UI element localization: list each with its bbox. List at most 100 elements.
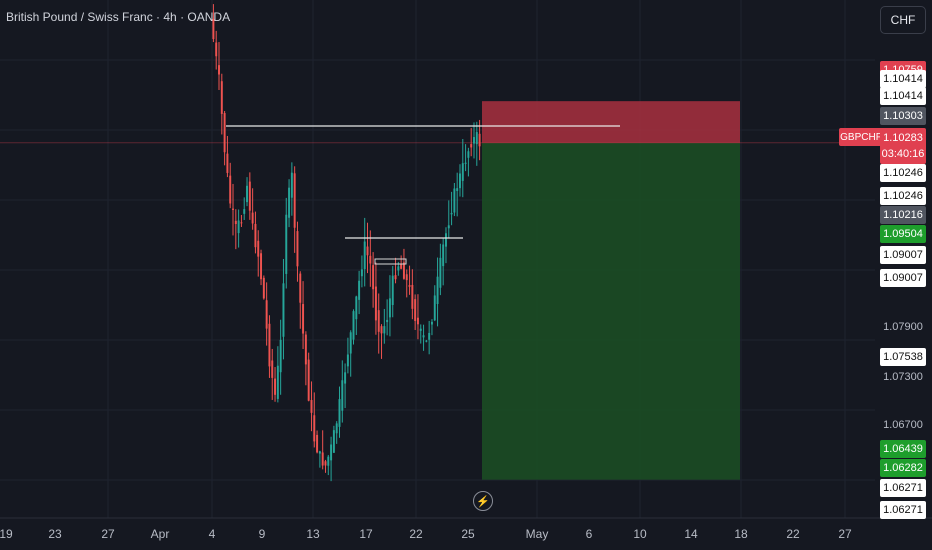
- time-axis-label: 25: [461, 527, 475, 541]
- candle-body: [293, 173, 296, 228]
- price-tag: 1.09007: [880, 269, 926, 287]
- candle-body: [369, 255, 372, 264]
- price-tag: 1.06271: [880, 501, 926, 519]
- candle-body: [321, 452, 324, 466]
- candle-body: [318, 451, 321, 454]
- time-axis-label: 27: [101, 527, 115, 541]
- candle-body: [473, 137, 475, 144]
- candle-body: [288, 187, 291, 218]
- candle-body: [450, 212, 453, 215]
- time-axis-label: 22: [786, 527, 800, 541]
- candle-body: [299, 273, 302, 303]
- time-axis-label: 22: [409, 527, 423, 541]
- candle-body: [262, 277, 265, 299]
- candle-body: [419, 328, 422, 331]
- candle-body: [464, 162, 467, 164]
- candle-body: [324, 461, 327, 466]
- stop-loss-zone: [482, 101, 740, 143]
- time-axis-label: 27: [838, 527, 852, 541]
- price-tag: 1.09007: [880, 246, 926, 264]
- candle-body: [215, 42, 218, 57]
- candle-body: [439, 257, 442, 288]
- currency-button[interactable]: CHF: [880, 6, 926, 34]
- time-axis-label: 17: [359, 527, 373, 541]
- candle-body: [428, 332, 431, 340]
- candle-body: [470, 144, 473, 148]
- candle-body: [447, 225, 450, 229]
- candle-body: [433, 295, 436, 321]
- price-axis-label: 1.07900: [883, 321, 923, 333]
- price-axis-label: 1.06700: [883, 419, 923, 431]
- price-tag: 1.10414: [880, 87, 926, 105]
- candle-body: [402, 262, 405, 279]
- candle-body: [453, 188, 456, 213]
- candle-body: [243, 209, 246, 214]
- price-tag: 1.06271: [880, 479, 926, 497]
- candle-body: [405, 274, 408, 281]
- candle-body: [276, 365, 279, 399]
- price-tag: 1.10303: [880, 107, 926, 125]
- candle-body: [400, 263, 403, 269]
- lightning-icon[interactable]: ⚡: [473, 491, 493, 511]
- time-axis-label: 4: [208, 527, 216, 541]
- candle-body: [459, 173, 461, 189]
- candle-body: [271, 360, 274, 378]
- candle-body: [229, 175, 232, 204]
- time-axis-label: 6: [585, 527, 593, 541]
- candle-body: [461, 163, 464, 181]
- candle-body: [341, 380, 344, 411]
- current-price-tag: 1.10283 03:40:16: [880, 128, 926, 164]
- candle-body: [234, 220, 237, 225]
- price-tag: 1.10414: [880, 70, 926, 88]
- time-axis-label: 18: [734, 527, 748, 541]
- candle-body: [422, 335, 425, 338]
- candle-body: [296, 231, 299, 267]
- candle-body: [265, 300, 268, 329]
- candle-body: [332, 430, 335, 453]
- candle-body: [411, 284, 414, 309]
- candle-body: [436, 276, 439, 304]
- candle-body: [360, 269, 363, 277]
- candle-body: [380, 326, 383, 334]
- candle-body: [304, 334, 307, 365]
- symbol-tag: GBPCHF: [839, 128, 883, 146]
- candle-body: [352, 311, 355, 340]
- time-axis-label: May: [525, 527, 549, 541]
- price-tag: 1.07538: [880, 348, 926, 366]
- candle-body: [257, 240, 260, 257]
- candle-body: [279, 339, 282, 373]
- price-tag: 1.06282: [880, 459, 926, 477]
- candle-body: [223, 113, 226, 153]
- candle-body: [377, 310, 380, 332]
- candle-body: [330, 444, 333, 461]
- time-axis-label: Apr: [150, 527, 170, 541]
- candle-body: [372, 265, 375, 290]
- candle-body: [444, 233, 447, 247]
- candle-body: [408, 285, 411, 287]
- candle-body: [218, 65, 220, 75]
- candle-body: [335, 423, 338, 434]
- candle-body: [346, 354, 349, 367]
- candle-body: [285, 214, 288, 274]
- candle-body: [246, 185, 249, 203]
- candle-body: [232, 208, 234, 210]
- candle-body: [268, 323, 271, 367]
- candle-body: [240, 222, 243, 224]
- candle-body: [344, 372, 347, 384]
- time-axis-label: 23: [48, 527, 62, 541]
- candle-body: [282, 283, 285, 337]
- candle-body: [248, 181, 251, 211]
- price-tag: 1.10216: [880, 206, 926, 224]
- time-axis-label: 19: [0, 527, 13, 541]
- time-axis-label: 13: [306, 527, 320, 541]
- candle-body: [313, 415, 316, 442]
- small-box-drawing: [374, 258, 407, 265]
- candle-body: [430, 321, 433, 325]
- candle-body: [456, 188, 459, 192]
- candle-body: [442, 244, 445, 267]
- candle-body: [363, 241, 366, 270]
- candle-body: [414, 299, 417, 321]
- candle-body: [310, 400, 313, 413]
- candle-body: [355, 296, 358, 320]
